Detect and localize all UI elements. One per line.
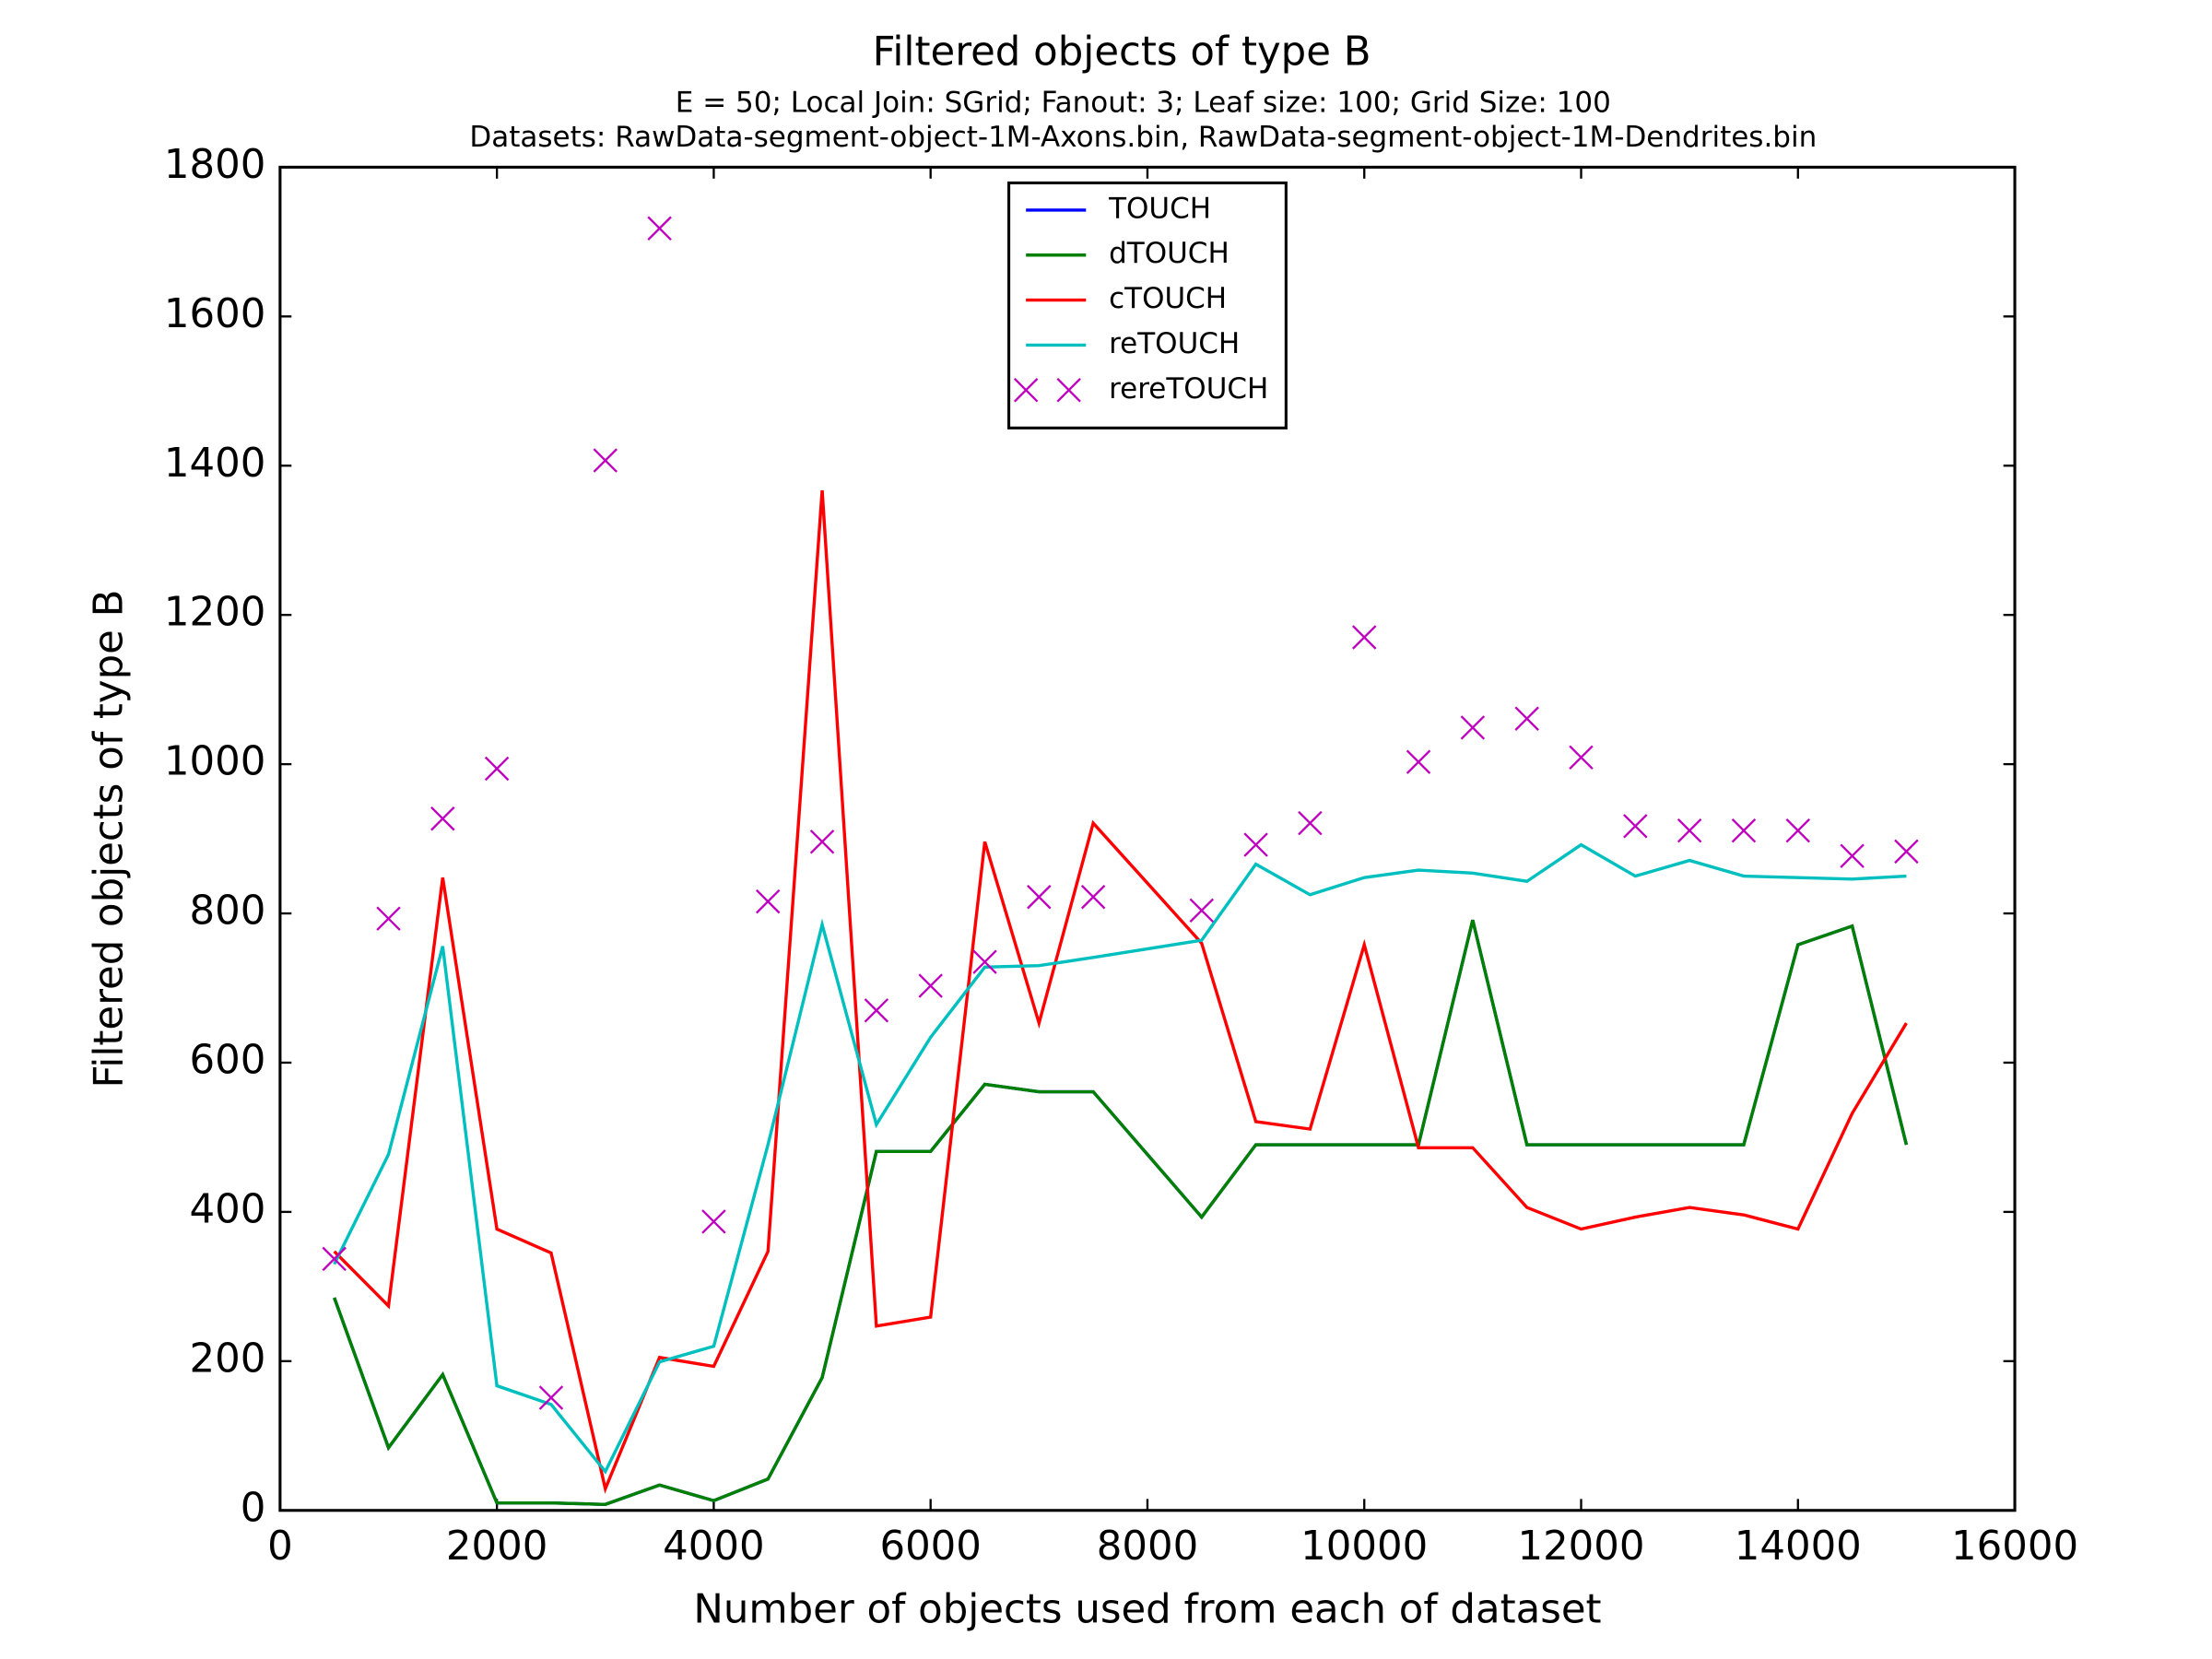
y-tick-label: 1000 <box>164 739 265 785</box>
x-tick-label: 10000 <box>1300 1524 1428 1570</box>
data-point <box>1460 715 1486 740</box>
data-point <box>1785 818 1811 843</box>
data-point <box>1406 749 1431 774</box>
y-tick-label: 0 <box>241 1485 266 1531</box>
y-axis-label: Filtered objects of type B <box>86 590 132 1088</box>
y-tick-label: 400 <box>190 1186 266 1232</box>
data-point <box>756 888 781 914</box>
y-tick-label: 1800 <box>164 142 265 188</box>
data-point <box>430 806 455 831</box>
data-point <box>1514 706 1539 731</box>
y-tick-label: 200 <box>190 1335 266 1382</box>
data-point <box>376 906 401 931</box>
data-point <box>1298 810 1323 836</box>
x-tick-label: 14000 <box>1735 1524 1862 1570</box>
data-point <box>1731 818 1757 843</box>
chart-title: Filtered objects of type B <box>873 29 1371 75</box>
x-axis-label: Number of objects used from each of data… <box>693 1586 1601 1632</box>
y-tick-label: 1600 <box>164 291 265 337</box>
data-point <box>593 448 618 473</box>
x-tick-label: 6000 <box>879 1524 981 1570</box>
data-point <box>538 1385 564 1410</box>
y-tick-label: 600 <box>190 1037 266 1083</box>
data-point <box>701 1209 726 1234</box>
series-line <box>333 842 1907 1475</box>
legend-label: rereTOUCH <box>1109 372 1268 406</box>
plot-frame <box>278 165 2017 1512</box>
y-tick-label: 1400 <box>164 441 265 487</box>
x-tick-label: 12000 <box>1517 1524 1644 1570</box>
y-tick-label: 1200 <box>164 590 265 636</box>
data-point <box>484 756 510 782</box>
data-point <box>1080 885 1106 910</box>
legend-marker <box>1013 378 1081 403</box>
data-point <box>864 998 889 1023</box>
data-point <box>1189 898 1215 924</box>
series-line <box>333 919 1909 1506</box>
x-tick-label: 16000 <box>1951 1524 2078 1570</box>
data-point <box>1894 839 1919 865</box>
data-point <box>1840 843 1865 868</box>
data-point <box>1677 818 1702 843</box>
series-line <box>333 489 1908 1494</box>
x-tick-label: 0 <box>267 1524 293 1570</box>
data-point <box>1027 885 1052 910</box>
data-point <box>1352 625 1377 650</box>
legend-box <box>1007 181 1288 429</box>
x-tick-label: 2000 <box>446 1524 547 1570</box>
data-point <box>1243 832 1268 857</box>
legend-label: reTOUCH <box>1109 327 1240 360</box>
x-tick-label: 8000 <box>1097 1524 1198 1570</box>
data-point <box>918 973 943 998</box>
legend-label: TOUCH <box>1108 192 1211 225</box>
x-tick-label: 4000 <box>663 1524 764 1570</box>
data-point <box>647 216 672 241</box>
chart-subtitle: Datasets: RawData-segment-object-1M-Axon… <box>469 121 1817 154</box>
data-point <box>1569 745 1594 771</box>
y-tick-label: 800 <box>190 888 266 935</box>
data-point <box>322 1246 347 1272</box>
data-point <box>1623 814 1648 839</box>
data-point <box>809 830 835 854</box>
legend-label: dTOUCH <box>1109 237 1230 270</box>
legend-label: cTOUCH <box>1109 282 1227 315</box>
chart-subtitle: E = 50; Local Join: SGrid; Fanout: 3; Le… <box>676 87 1611 120</box>
data-point <box>972 949 997 974</box>
